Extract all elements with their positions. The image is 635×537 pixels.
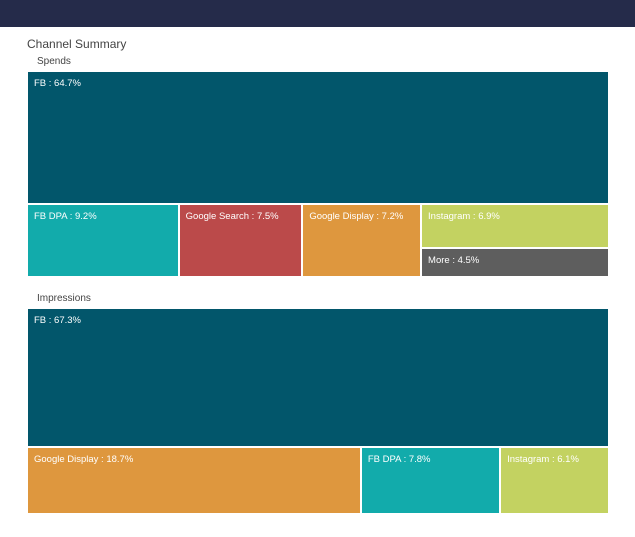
- spends-tile-more[interactable]: More : 4.5%: [421, 248, 609, 277]
- impressions-tile-label-fb-dpa: FB DPA : 7.8%: [367, 453, 431, 465]
- spends-tile-label-instagram: Instagram : 6.9%: [428, 211, 500, 223]
- spends-tile-label-google-search: Google Search : 7.5%: [185, 211, 279, 223]
- impressions-chart-title: Impressions: [37, 293, 91, 304]
- impressions-tile-fb[interactable]: FB : 67.3%: [27, 308, 609, 447]
- impressions-tile-label-fb: FB : 67.3%: [34, 315, 81, 326]
- spends-tile-label-fb-dpa: FB DPA : 9.2%: [34, 211, 97, 223]
- impressions-tile-label-instagram: Instagram : 6.1%: [507, 453, 579, 465]
- impressions-tile-label-google-display: Google Display : 18.7%: [34, 453, 134, 465]
- spends-tile-google-search[interactable]: Google Search : 7.5%: [178, 204, 303, 277]
- spends-tile-label-google-display: Google Display : 7.2%: [309, 211, 404, 223]
- spends-treemap: FB : 64.7% FB DPA : 9.2% Google Search : 7…: [27, 71, 609, 277]
- spends-tile-fb[interactable]: FB : 64.7%: [27, 71, 609, 205]
- spends-chart-title: Spends: [37, 56, 71, 67]
- impressions-tile-instagram[interactable]: Instagram : 6.1%: [500, 446, 609, 514]
- spends-tile-fb-dpa[interactable]: FB DPA : 9.2%: [27, 204, 179, 277]
- impressions-tile-google-display[interactable]: Google Display : 18.7%: [27, 446, 361, 514]
- impressions-treemap: FB : 67.3% Google Display : 18.7% FB DPA :…: [27, 308, 609, 514]
- impressions-tile-fb-dpa[interactable]: FB DPA : 7.8%: [360, 446, 501, 514]
- spends-tile-google-display[interactable]: Google Display : 7.2%: [302, 204, 422, 277]
- page-title: Channel Summary: [27, 37, 127, 51]
- spends-tile-label-more: More : 4.5%: [428, 255, 480, 267]
- top-bar: [0, 0, 635, 27]
- spends-tile-instagram[interactable]: Instagram : 6.9%: [421, 204, 609, 249]
- spends-tile-label-fb: FB : 64.7%: [34, 78, 81, 89]
